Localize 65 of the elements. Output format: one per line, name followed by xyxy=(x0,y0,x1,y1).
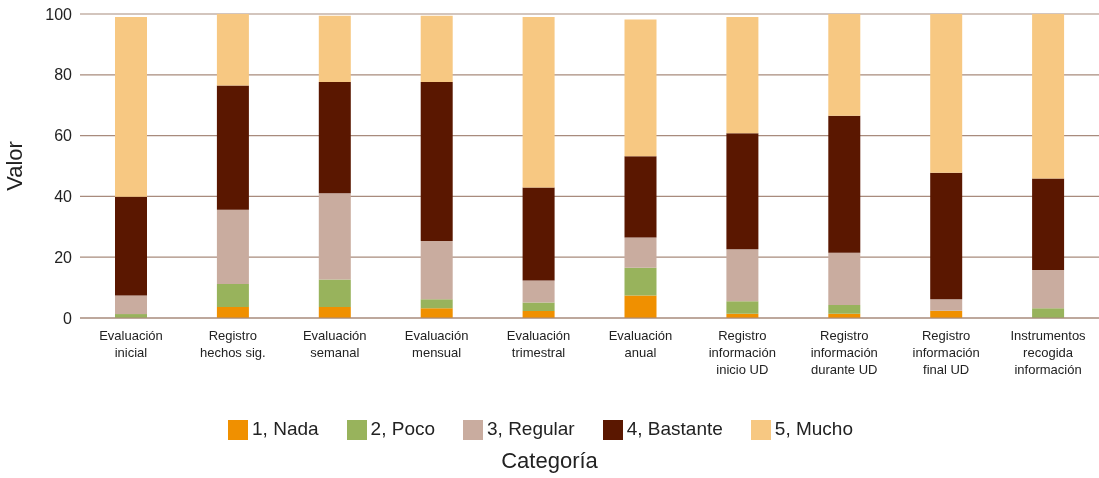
bar xyxy=(930,14,963,173)
bar xyxy=(726,133,759,250)
bar xyxy=(318,82,351,194)
y-tick-label: 100 xyxy=(45,5,73,23)
bar xyxy=(522,187,555,281)
bar xyxy=(624,156,657,238)
bar xyxy=(420,82,453,242)
bar xyxy=(624,267,657,296)
bar xyxy=(726,249,759,302)
bar xyxy=(115,196,147,296)
bar xyxy=(1032,14,1065,179)
bar xyxy=(828,115,861,253)
x-tick-label: Evaluación semanal xyxy=(302,328,367,360)
bar xyxy=(318,307,351,318)
bar xyxy=(216,14,249,86)
y-axis-title: Valor xyxy=(1,141,27,191)
bar xyxy=(828,14,861,116)
bar xyxy=(1032,269,1065,309)
bar xyxy=(216,85,249,210)
bar xyxy=(828,304,861,314)
bar xyxy=(216,307,249,318)
bar xyxy=(522,17,555,188)
bar xyxy=(420,15,453,83)
x-tick-label: Evaluación anual xyxy=(608,328,673,360)
bar xyxy=(522,302,555,312)
bar xyxy=(115,295,147,315)
x-tick-label: Registro información inicio UD xyxy=(708,328,776,377)
bar xyxy=(930,299,963,311)
bar xyxy=(930,172,963,300)
x-tick-label: Registro información durante UD xyxy=(810,328,878,377)
bar xyxy=(318,193,351,280)
bar xyxy=(420,308,453,318)
bar xyxy=(216,283,249,308)
y-tick-label: 20 xyxy=(54,248,73,266)
bar xyxy=(726,17,759,134)
bar xyxy=(624,295,657,318)
legend-label: 3, Regular xyxy=(487,418,575,439)
legend-label: 2, Poco xyxy=(370,418,436,439)
bar xyxy=(216,209,249,284)
x-tick-label: Evaluación trimestral xyxy=(506,328,571,360)
x-tick-label: Instrumentos recogida información xyxy=(1010,328,1087,377)
y-tick-label: 80 xyxy=(54,66,73,84)
y-tick-label: 60 xyxy=(54,127,73,145)
bar xyxy=(115,17,147,197)
x-axis-title: Categoría xyxy=(500,448,599,474)
bar xyxy=(420,299,453,309)
bar xyxy=(624,19,657,157)
legend-label: 4, Bastante xyxy=(626,418,723,439)
x-tick-label: Registro hechos sig. xyxy=(199,328,266,360)
bar xyxy=(828,252,861,305)
legend-label: 1, Nada xyxy=(252,418,319,439)
legend-label: 5, Mucho xyxy=(774,418,853,439)
x-tick-label: Evaluación inicial xyxy=(99,328,163,360)
bar xyxy=(522,280,555,303)
bar xyxy=(1032,308,1065,318)
bar xyxy=(726,301,759,314)
bar xyxy=(1032,178,1065,270)
y-tick-label: 0 xyxy=(63,309,73,327)
x-tick-label: Evaluación mensual xyxy=(404,328,469,360)
bar xyxy=(318,15,351,83)
bar xyxy=(318,279,351,308)
bar xyxy=(624,237,657,268)
x-tick-label: Registro información final UD xyxy=(912,328,980,377)
bar xyxy=(420,241,453,300)
y-tick-label: 40 xyxy=(54,188,73,206)
